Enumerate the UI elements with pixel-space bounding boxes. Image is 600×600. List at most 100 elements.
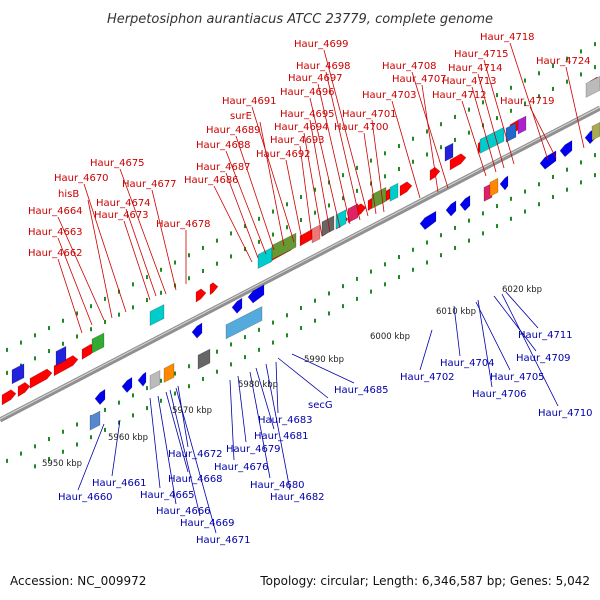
reverse-leader-line xyxy=(169,389,201,517)
reverse-gene-label: Haur_4665 xyxy=(140,490,195,501)
forward-gene-label: Haur_4708 xyxy=(382,61,437,72)
reverse-leader-line xyxy=(453,305,461,357)
tick-mark xyxy=(328,311,330,316)
tick-mark xyxy=(440,145,442,150)
tick-mark xyxy=(328,291,330,296)
tick-mark xyxy=(132,305,134,310)
forward-leader-line xyxy=(391,100,421,199)
reverse-leader-line xyxy=(77,423,105,491)
tick-mark xyxy=(482,231,484,236)
tick-mark xyxy=(146,298,148,303)
tick-mark xyxy=(510,85,512,90)
misc-feature-box xyxy=(489,177,499,197)
reverse-leader-line xyxy=(157,395,177,505)
tick-mark xyxy=(146,386,148,391)
tick-mark xyxy=(412,267,414,272)
forward-leader-line xyxy=(363,132,377,215)
tick-mark xyxy=(286,225,288,230)
tick-mark xyxy=(468,107,470,112)
tick-mark xyxy=(426,152,428,157)
tick-mark xyxy=(538,202,540,207)
reverse-leader-line xyxy=(265,363,291,491)
reverse-leader-line xyxy=(493,295,537,352)
reverse-leader-line xyxy=(149,397,161,489)
tick-mark xyxy=(552,174,554,179)
ruler-label: 5970 kbp xyxy=(172,406,212,416)
tick-mark xyxy=(6,458,8,463)
tick-mark xyxy=(538,71,540,76)
forward-gene-label: Haur_4707 xyxy=(392,74,447,85)
reverse-gene-label: Haur_4710 xyxy=(538,408,593,419)
forward-gene-label: Haur_4677 xyxy=(122,179,177,190)
reverse-gene-arrow xyxy=(445,200,457,217)
tick-mark xyxy=(566,56,568,61)
forward-leader-line xyxy=(325,71,361,221)
forward-leader-line xyxy=(225,172,259,259)
tick-mark xyxy=(118,400,120,405)
forward-gene-label: Haur_4675 xyxy=(90,158,145,169)
misc-feature-box xyxy=(479,126,505,154)
reverse-leader-line xyxy=(249,371,271,479)
forward-gene-label: Haur_4662 xyxy=(28,248,83,259)
tick-mark xyxy=(160,290,162,295)
tick-mark xyxy=(104,407,106,412)
forward-leader-line xyxy=(119,168,167,295)
tick-mark xyxy=(468,130,470,135)
tick-mark xyxy=(34,444,36,449)
misc-feature-box xyxy=(163,362,175,383)
forward-gene-arrow xyxy=(53,355,79,377)
tick-mark xyxy=(62,429,64,434)
tick-mark xyxy=(118,420,120,425)
tick-mark xyxy=(496,116,498,121)
reverse-gene-label: Haur_4680 xyxy=(250,480,305,491)
misc-feature-box xyxy=(197,348,211,370)
tick-mark xyxy=(594,173,596,178)
tick-mark xyxy=(174,260,176,265)
forward-gene-label: Haur_4697 xyxy=(288,73,343,84)
reverse-gene-arrow xyxy=(94,388,106,406)
tick-mark xyxy=(258,239,260,244)
tick-mark xyxy=(160,378,162,383)
tick-mark xyxy=(356,296,358,301)
map-title: Herpetosiphon aurantiacus ATCC 23779, co… xyxy=(107,12,493,27)
reverse-gene-arrow xyxy=(121,376,133,394)
tick-mark xyxy=(272,340,274,345)
tick-mark xyxy=(440,253,442,258)
forward-leader-line xyxy=(565,66,585,149)
forward-gene-label: Haur_4678 xyxy=(156,219,211,230)
reverse-leader-line xyxy=(501,293,559,407)
reverse-leader-line xyxy=(419,329,433,371)
tick-mark xyxy=(314,210,316,215)
tick-mark xyxy=(20,340,22,345)
misc-feature-box xyxy=(389,182,399,202)
tick-mark xyxy=(496,204,498,209)
forward-gene-label: Haur_4700 xyxy=(334,122,389,133)
ruler-labels: 5950 kbp 5960 kbp 5970 kbp 5980 kbp 5990 kbp… xyxy=(42,285,542,469)
forward-gene-label: Haur_4718 xyxy=(480,32,535,43)
forward-gene-label: Haur_4670 xyxy=(54,173,109,184)
tick-mark xyxy=(258,216,260,221)
forward-leader-line xyxy=(421,84,439,193)
forward-leader-line xyxy=(471,86,497,173)
misc-feature-box xyxy=(55,345,67,366)
tick-mark xyxy=(384,262,386,267)
forward-gene-label: Haur_4686 xyxy=(184,175,239,186)
tick-mark xyxy=(356,276,358,281)
forward-gene-arrow xyxy=(29,368,53,389)
misc-feature-box xyxy=(371,186,387,209)
tick-mark xyxy=(160,398,162,403)
reverse-gene-arrow xyxy=(539,150,557,170)
tick-mark xyxy=(48,326,50,331)
reverse-leader-line xyxy=(291,353,355,384)
forward-gene-label: hisB xyxy=(58,189,79,200)
reverse-leader-line xyxy=(477,299,493,388)
tick-mark xyxy=(426,129,428,134)
tick-mark xyxy=(146,275,148,280)
forward-leader-line xyxy=(529,106,557,159)
tick-mark xyxy=(48,349,50,354)
tick-mark xyxy=(286,333,288,338)
accession-label: Accession: NC_009972 xyxy=(10,574,146,588)
reverse-gene-label: Haur_4711 xyxy=(518,330,573,341)
reverse-gene-arrow xyxy=(459,195,471,212)
forward-gene-label: Haur_4692 xyxy=(256,149,311,160)
